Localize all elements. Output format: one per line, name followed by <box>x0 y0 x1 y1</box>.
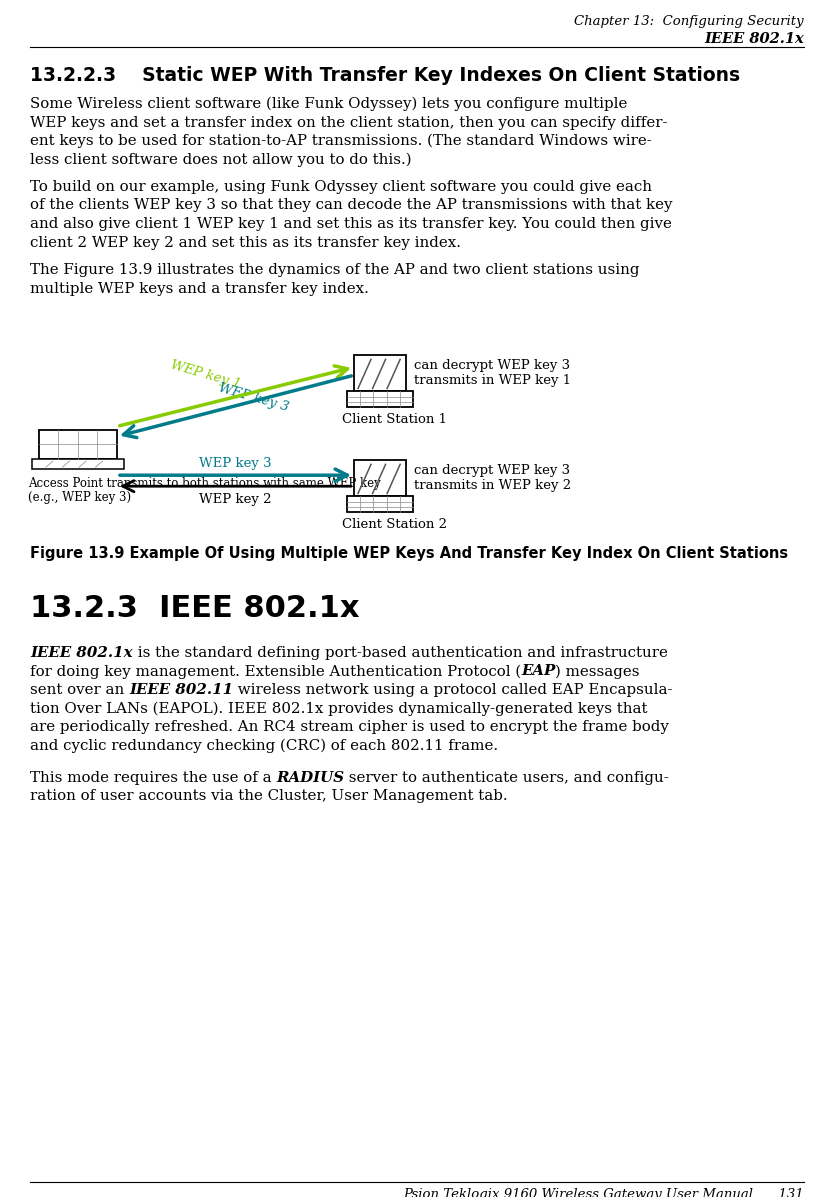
Text: server to authenticate users, and configu-: server to authenticate users, and config… <box>344 771 669 785</box>
Text: (e.g., WEP key 3): (e.g., WEP key 3) <box>28 491 131 504</box>
Text: Client Station 2: Client Station 2 <box>342 518 447 530</box>
Text: Chapter 13:  Configuring Security: Chapter 13: Configuring Security <box>575 16 804 28</box>
Text: Some Wireless client software (like Funk Odyssey) lets you configure multiple: Some Wireless client software (like Funk… <box>30 97 627 111</box>
Text: Client Station 1: Client Station 1 <box>342 413 447 426</box>
Text: IEEE 802.1x: IEEE 802.1x <box>30 646 133 660</box>
Text: Figure 13.9 Example Of Using Multiple WEP Keys And Transfer Key Index On Client : Figure 13.9 Example Of Using Multiple WE… <box>30 546 788 561</box>
Text: This mode requires the use of a: This mode requires the use of a <box>30 771 276 785</box>
Text: transmits in WEP key 2: transmits in WEP key 2 <box>414 479 571 492</box>
Text: and cyclic redundancy checking (CRC) of each 802.11 frame.: and cyclic redundancy checking (CRC) of … <box>30 739 498 753</box>
Text: Psion Teklogix 9160 Wireless Gateway User Manual      131: Psion Teklogix 9160 Wireless Gateway Use… <box>404 1187 804 1197</box>
Text: Access Point transmits to both stations with same WEP key: Access Point transmits to both stations … <box>28 478 381 491</box>
Text: sent over an: sent over an <box>30 682 129 697</box>
Text: EAP: EAP <box>521 664 555 679</box>
Bar <box>32 458 124 469</box>
Text: for doing key management. Extensible Authentication Protocol (: for doing key management. Extensible Aut… <box>30 664 521 679</box>
Text: The Figure 13.9 illustrates the dynamics of the AP and two client stations using: The Figure 13.9 illustrates the dynamics… <box>30 263 640 277</box>
Bar <box>39 430 117 458</box>
Text: is the standard defining port-based authentication and infrastructure: is the standard defining port-based auth… <box>133 646 667 660</box>
Text: can decrypt WEP key 3: can decrypt WEP key 3 <box>414 359 570 372</box>
Text: client 2 WEP key 2 and set this as its transfer key index.: client 2 WEP key 2 and set this as its t… <box>30 236 461 249</box>
Text: 13.2.3  IEEE 802.1x: 13.2.3 IEEE 802.1x <box>30 594 359 622</box>
Text: multiple WEP keys and a transfer key index.: multiple WEP keys and a transfer key ind… <box>30 281 369 296</box>
Text: WEP key 3: WEP key 3 <box>217 382 290 414</box>
Text: tion Over LANs (EAPOL). IEEE 802.1x provides dynamically-generated keys that: tion Over LANs (EAPOL). IEEE 802.1x prov… <box>30 701 647 716</box>
Text: IEEE 802.1x: IEEE 802.1x <box>704 32 804 45</box>
Text: IEEE 802.11: IEEE 802.11 <box>129 682 234 697</box>
Text: ) messages: ) messages <box>555 664 640 679</box>
Bar <box>354 460 406 497</box>
Text: ent keys to be used for station-to-AP transmissions. (The standard Windows wire-: ent keys to be used for station-to-AP tr… <box>30 134 651 148</box>
Text: WEP keys and set a transfer index on the client station, then you can specify di: WEP keys and set a transfer index on the… <box>30 115 667 129</box>
Text: 13.2.2.3    Static WEP With Transfer Key Indexes On Client Stations: 13.2.2.3 Static WEP With Transfer Key In… <box>30 66 740 85</box>
Text: transmits in WEP key 1: transmits in WEP key 1 <box>414 373 571 387</box>
Text: less client software does not allow you to do this.): less client software does not allow you … <box>30 152 411 166</box>
Text: WEP key 2: WEP key 2 <box>199 493 272 505</box>
Bar <box>354 356 406 391</box>
Text: and also give client 1 WEP key 1 and set this as its transfer key. You could the: and also give client 1 WEP key 1 and set… <box>30 217 672 231</box>
Text: WEP key 1: WEP key 1 <box>169 359 242 391</box>
Text: RADIUS: RADIUS <box>276 771 344 785</box>
Text: To build on our example, using Funk Odyssey client software you could give each: To build on our example, using Funk Odys… <box>30 180 652 194</box>
Text: can decrypt WEP key 3: can decrypt WEP key 3 <box>414 464 570 476</box>
Bar <box>347 497 413 512</box>
Text: of the clients WEP key 3 so that they can decode the AP transmissions with that : of the clients WEP key 3 so that they ca… <box>30 199 672 213</box>
Text: ration of user accounts via the Cluster, User Management tab.: ration of user accounts via the Cluster,… <box>30 789 508 803</box>
Bar <box>347 391 413 407</box>
Text: wireless network using a protocol called EAP Encapsula-: wireless network using a protocol called… <box>234 682 673 697</box>
Text: WEP key 3: WEP key 3 <box>199 457 272 469</box>
Text: are periodically refreshed. An RC4 stream cipher is used to encrypt the frame bo: are periodically refreshed. An RC4 strea… <box>30 719 669 734</box>
